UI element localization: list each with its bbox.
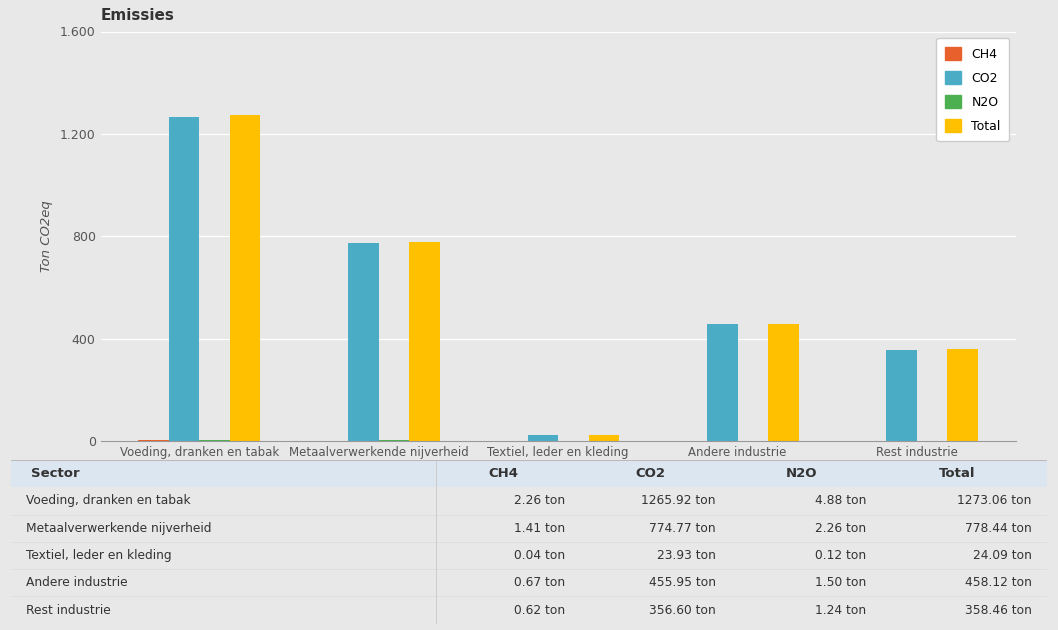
Text: Metaalverwerkende nijverheid: Metaalverwerkende nijverheid: [26, 522, 212, 535]
Text: Emissies: Emissies: [101, 8, 175, 23]
Bar: [588, 435, 619, 441]
Text: Andere industrie: Andere industrie: [26, 576, 128, 589]
Text: 4.88 ton: 4.88 ton: [815, 495, 867, 507]
Text: CH4: CH4: [488, 467, 518, 480]
Y-axis label: Ton CO2eq: Ton CO2eq: [40, 200, 53, 272]
Bar: [948, 349, 978, 441]
Text: 0.04 ton: 0.04 ton: [514, 549, 565, 562]
Text: 774.77 ton: 774.77 ton: [649, 522, 715, 535]
Bar: [11, 460, 1047, 487]
Bar: [230, 115, 260, 441]
Bar: [768, 324, 799, 441]
Text: CO2: CO2: [636, 467, 665, 480]
Bar: [348, 243, 379, 441]
Text: 0.12 ton: 0.12 ton: [815, 549, 867, 562]
Bar: [409, 242, 440, 441]
Text: 1.50 ton: 1.50 ton: [815, 576, 867, 589]
Text: 1.24 ton: 1.24 ton: [815, 604, 867, 617]
Text: 358.46 ton: 358.46 ton: [965, 604, 1032, 617]
Text: 356.60 ton: 356.60 ton: [649, 604, 715, 617]
Text: N2O: N2O: [785, 467, 817, 480]
Bar: [528, 435, 559, 441]
Text: Total: Total: [938, 467, 974, 480]
Bar: [168, 117, 199, 441]
Text: Voeding, dranken en tabak: Voeding, dranken en tabak: [26, 495, 190, 507]
Text: 778.44 ton: 778.44 ton: [965, 522, 1032, 535]
Text: 2.26 ton: 2.26 ton: [815, 522, 867, 535]
Text: Rest industrie: Rest industrie: [26, 604, 111, 617]
Text: 1.41 ton: 1.41 ton: [514, 522, 565, 535]
Text: Textiel, leder en kleding: Textiel, leder en kleding: [26, 549, 171, 562]
Text: Sector: Sector: [32, 467, 80, 480]
Text: 458.12 ton: 458.12 ton: [965, 576, 1032, 589]
Text: 455.95 ton: 455.95 ton: [649, 576, 715, 589]
Text: 24.09 ton: 24.09 ton: [973, 549, 1032, 562]
Text: 1273.06 ton: 1273.06 ton: [957, 495, 1032, 507]
Legend: CH4, CO2, N2O, Total: CH4, CO2, N2O, Total: [936, 38, 1009, 141]
Text: 0.62 ton: 0.62 ton: [514, 604, 565, 617]
Bar: [707, 324, 737, 441]
X-axis label: Sector: Sector: [536, 464, 580, 478]
Bar: [199, 440, 230, 441]
Text: 0.67 ton: 0.67 ton: [514, 576, 565, 589]
Text: 1265.92 ton: 1265.92 ton: [641, 495, 715, 507]
Text: 23.93 ton: 23.93 ton: [657, 549, 715, 562]
Bar: [887, 350, 917, 441]
Text: 2.26 ton: 2.26 ton: [514, 495, 565, 507]
